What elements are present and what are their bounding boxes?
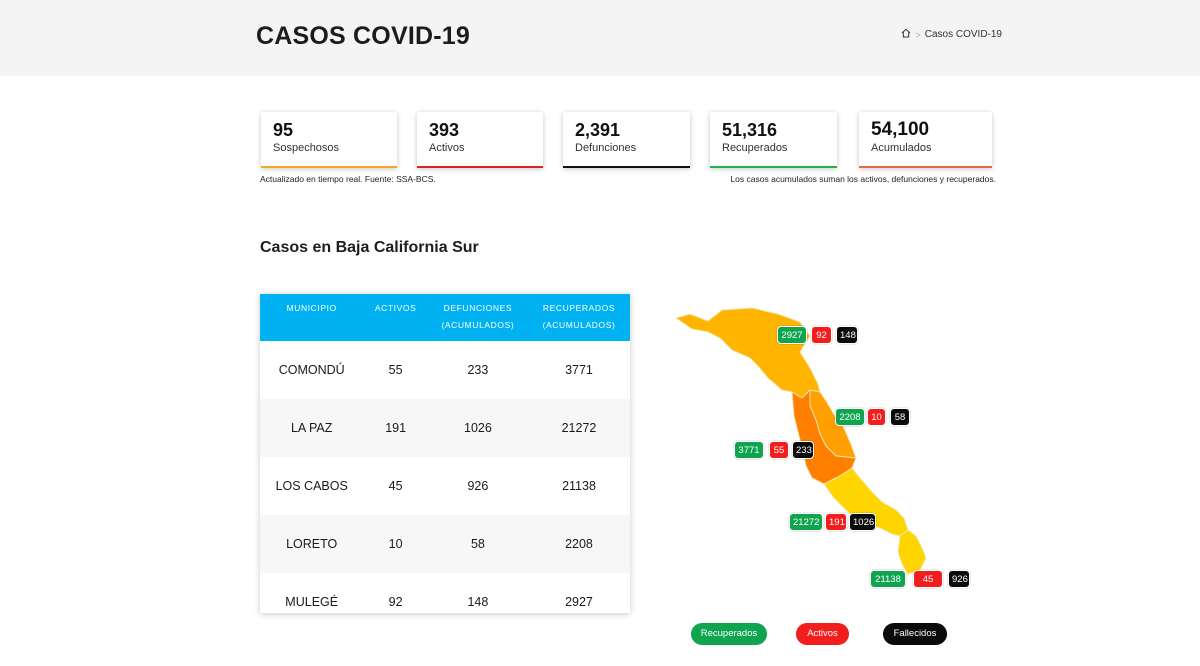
table-header-row: MUNICIPIO ACTIVOS DEFUNCIONES (ACUMULADO… — [260, 294, 630, 341]
card-value: 51,316 — [722, 120, 778, 140]
card-value: 393 — [429, 120, 460, 140]
home-icon[interactable] — [901, 28, 911, 41]
badge-fallecidos-la-paz: 1026 — [849, 513, 876, 531]
card-acumulados: 54,100 Acumulados — [859, 112, 992, 168]
card-value: 95 — [273, 120, 294, 140]
table-row: LORETO 10 58 2208 — [260, 515, 630, 573]
column-header-municipio: MUNICIPIO — [260, 294, 364, 341]
map-region-mulege — [674, 307, 821, 399]
card-defunciones: 2,391 Defunciones — [563, 112, 690, 168]
breadcrumb-separator: > — [915, 29, 921, 40]
card-label: Sospechosos — [273, 142, 340, 154]
badge-fallecidos-comondu: 233 — [792, 441, 814, 459]
cell-recuperados: 21272 — [527, 399, 630, 457]
cell-defunciones: 148 — [467, 595, 489, 609]
badge-activos-loreto: 10 — [867, 408, 886, 426]
page-title: CASOS COVID-19 — [256, 22, 470, 50]
badge-recuperados-la-paz: 21272 — [789, 513, 823, 531]
cell-municipio: LORETO — [260, 515, 364, 573]
cell-recuperados: 2927 — [565, 595, 593, 609]
cell-defunciones: 58 — [427, 515, 528, 573]
badge-fallecidos-mulege: 148 — [836, 326, 858, 344]
badge-activos-los-cabos: 45 — [913, 570, 943, 588]
legend-recuperados: Recuperados — [691, 623, 767, 645]
cell-defunciones: 1026 — [427, 399, 528, 457]
cell-activos: 45 — [388, 479, 403, 493]
municipio-table: MUNICIPIO ACTIVOS DEFUNCIONES (ACUMULADO… — [260, 294, 630, 613]
card-label: Activos — [429, 142, 465, 154]
badge-recuperados-los-cabos: 21138 — [870, 570, 906, 588]
card-label: Acumulados — [871, 142, 932, 154]
table-row: LOS CABOS 45 926 21138 — [260, 457, 630, 515]
badge-fallecidos-loreto: 58 — [890, 408, 910, 426]
badge-fallecidos-los-cabos: 926 — [948, 570, 970, 588]
card-value: 2,391 — [575, 120, 621, 140]
column-header-recuperados: RECUPERADOS (ACUMULADOS) — [527, 294, 630, 341]
cell-activos: 92 — [388, 595, 403, 609]
column-header-activos: ACTIVOS — [363, 294, 428, 341]
breadcrumb-current: Casos COVID-19 — [924, 29, 1002, 40]
badge-activos-mulege: 92 — [811, 326, 832, 344]
cell-defunciones: 233 — [467, 363, 489, 377]
bcs-map: 2927 92 148 2208 10 58 3771 55 233 21272… — [660, 296, 990, 606]
badge-recuperados-comondu: 3771 — [734, 441, 764, 459]
badge-recuperados-mulege: 2927 — [777, 326, 807, 344]
cell-municipio: LA PAZ — [260, 399, 364, 457]
card-label: Recuperados — [722, 142, 788, 154]
accumulated-note: Los casos acumulados suman los activos, … — [730, 174, 996, 184]
column-header-defunciones: DEFUNCIONES (ACUMULADOS) — [427, 294, 528, 341]
badge-recuperados-loreto: 2208 — [835, 408, 865, 426]
card-sospechosos: 95 Sospechosos — [261, 112, 397, 168]
cell-municipio: COMONDÚ — [278, 363, 345, 377]
cell-municipio: MULEGÉ — [285, 595, 339, 609]
table-row: MULEGÉ 92 148 2927 — [260, 573, 630, 631]
cell-defunciones: 926 — [467, 479, 489, 493]
card-value: 54,100 — [871, 119, 930, 140]
card-recuperados: 51,316 Recuperados — [710, 112, 837, 168]
header-bar: CASOS COVID-19 > Casos COVID-19 — [0, 0, 1200, 76]
cell-activos: 10 — [363, 515, 428, 573]
badge-activos-la-paz: 191 — [825, 513, 847, 531]
section-title: Casos en Baja California Sur — [260, 239, 479, 256]
cell-recuperados: 3771 — [565, 363, 593, 377]
table-row: LA PAZ 191 1026 21272 — [260, 399, 630, 457]
card-activos: 393 Activos — [417, 112, 543, 168]
cell-activos: 191 — [363, 399, 428, 457]
card-accent-bar — [710, 166, 837, 168]
legend-activos: Activos — [796, 623, 849, 645]
card-accent-bar — [563, 166, 690, 168]
map-region-los-cabos — [897, 529, 927, 575]
cell-activos: 55 — [388, 363, 403, 377]
source-note: Actualizado en tiempo real. Fuente: SSA-… — [260, 174, 436, 184]
cell-municipio: LOS CABOS — [275, 479, 348, 493]
card-label: Defunciones — [575, 142, 637, 154]
table-row: COMONDÚ 55 233 3771 — [260, 341, 630, 399]
card-accent-bar — [417, 166, 543, 168]
cell-recuperados: 21138 — [562, 479, 596, 493]
badge-activos-comondu: 55 — [769, 441, 789, 459]
legend-fallecidos: Fallecidos — [883, 623, 947, 645]
cell-recuperados: 2208 — [527, 515, 630, 573]
card-accent-bar — [261, 166, 397, 168]
breadcrumb: > Casos COVID-19 — [901, 28, 1002, 41]
card-accent-bar — [859, 166, 992, 168]
